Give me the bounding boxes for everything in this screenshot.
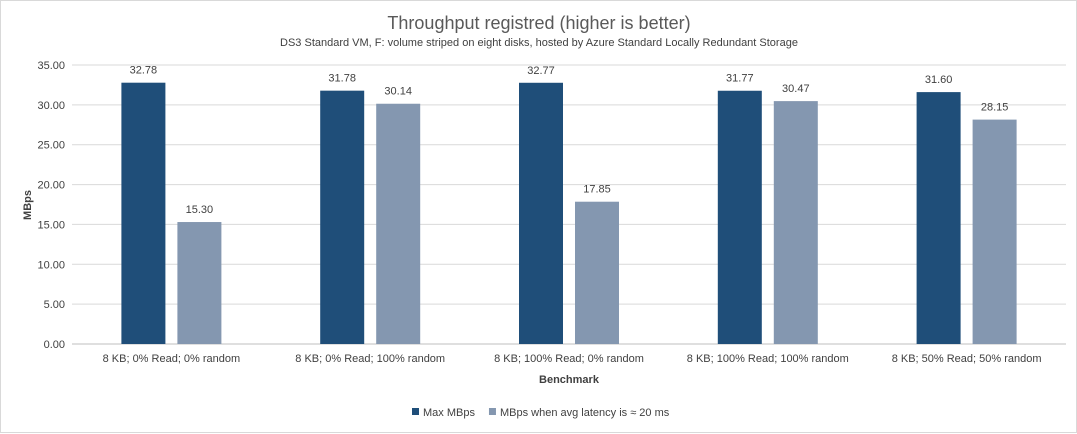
data-label: 31.77 xyxy=(726,73,754,85)
data-label: 17.85 xyxy=(583,184,611,196)
y-tick-label: 30.00 xyxy=(37,100,65,112)
chart-subtitle: DS3 Standard VM, F: volume striped on ei… xyxy=(280,37,798,49)
data-labels: 32.78 15.30 31.78 30.14 32.77 17.85 31.77 30.47… xyxy=(130,65,1009,216)
chart-title: Throughput registred (higher is better) xyxy=(387,13,690,33)
y-tick-label: 20.00 xyxy=(37,180,65,192)
y-tick-label: 10.00 xyxy=(37,259,65,271)
bar xyxy=(519,82,563,345)
bar xyxy=(972,119,1017,345)
x-axis-title: Benchmark xyxy=(539,374,600,386)
y-axis-title: MBps xyxy=(22,190,34,220)
bars xyxy=(121,82,1017,345)
y-tick-label: 15.00 xyxy=(37,219,65,231)
bar xyxy=(376,103,421,344)
bar xyxy=(575,201,619,344)
bar xyxy=(320,90,365,344)
data-label: 30.47 xyxy=(782,83,810,95)
data-label: 32.77 xyxy=(527,65,555,77)
legend-swatch xyxy=(488,408,496,415)
x-tick-label: 8 KB; 100% Read; 100% random xyxy=(687,353,849,365)
bar xyxy=(121,82,166,345)
x-axis-ticks: 8 KB; 0% Read; 0% random 8 KB; 0% Read; 1… xyxy=(103,353,1042,365)
data-label: 30.14 xyxy=(384,86,412,98)
legend: Max MBps MBps when avg latency is ≈ 20 ms xyxy=(412,407,670,419)
x-tick-label: 8 KB; 50% Read; 50% random xyxy=(892,353,1042,365)
bar xyxy=(177,222,222,344)
data-label: 31.60 xyxy=(925,74,953,86)
y-tick-label: 25.00 xyxy=(37,140,65,152)
x-tick-label: 8 KB; 0% Read; 100% random xyxy=(295,353,445,365)
data-label: 32.78 xyxy=(130,65,158,77)
y-tick-label: 35.00 xyxy=(37,60,65,72)
bar xyxy=(717,90,762,344)
data-label: 28.15 xyxy=(981,102,1009,114)
data-label: 15.30 xyxy=(186,204,214,216)
legend-label: Max MBps xyxy=(423,407,475,419)
y-tick-label: 0.00 xyxy=(44,339,65,351)
legend-label: MBps when avg latency is ≈ 20 ms xyxy=(500,407,670,419)
data-label: 31.78 xyxy=(328,73,356,85)
bar xyxy=(773,101,818,345)
y-axis-ticks: 0.00 5.00 10.00 15.00 20.00 25.00 30.00 35.00 xyxy=(37,60,65,351)
x-tick-label: 8 KB; 0% Read; 0% random xyxy=(103,353,241,365)
y-tick-label: 5.00 xyxy=(44,299,65,311)
legend-swatch xyxy=(412,408,419,415)
gridlines xyxy=(72,64,1066,345)
x-tick-label: 8 KB; 100% Read; 0% random xyxy=(494,353,644,365)
bar xyxy=(916,92,961,344)
